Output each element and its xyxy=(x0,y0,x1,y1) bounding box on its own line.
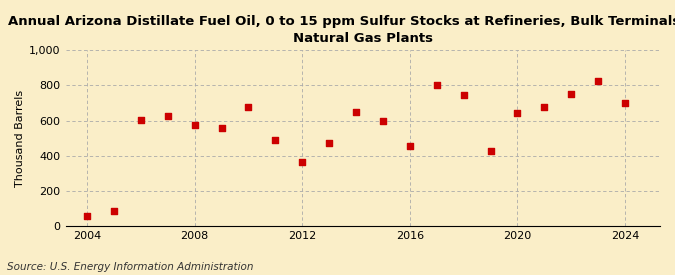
Point xyxy=(512,111,523,115)
Point xyxy=(404,144,415,148)
Point xyxy=(458,93,469,97)
Point xyxy=(243,104,254,109)
Point xyxy=(485,149,496,153)
Point xyxy=(189,123,200,127)
Text: Source: U.S. Energy Information Administration: Source: U.S. Energy Information Administ… xyxy=(7,262,253,272)
Point xyxy=(539,104,549,109)
Point xyxy=(163,114,173,118)
Point xyxy=(297,160,308,164)
Point xyxy=(136,117,146,122)
Point xyxy=(620,101,630,105)
Y-axis label: Thousand Barrels: Thousand Barrels xyxy=(15,90,25,187)
Point xyxy=(109,209,119,213)
Title: Annual Arizona Distillate Fuel Oil, 0 to 15 ppm Sulfur Stocks at Refineries, Bul: Annual Arizona Distillate Fuel Oil, 0 to… xyxy=(8,15,675,45)
Point xyxy=(377,119,388,124)
Point xyxy=(431,83,442,88)
Point xyxy=(82,214,92,218)
Point xyxy=(350,109,361,114)
Point xyxy=(593,79,603,83)
Point xyxy=(216,126,227,131)
Point xyxy=(566,92,576,97)
Point xyxy=(324,141,335,145)
Point xyxy=(270,138,281,142)
